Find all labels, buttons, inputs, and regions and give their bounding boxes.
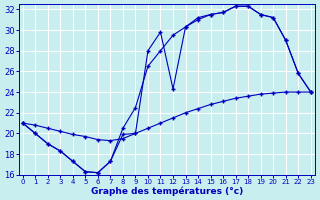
X-axis label: Graphe des températures (°c): Graphe des températures (°c) (91, 186, 243, 196)
